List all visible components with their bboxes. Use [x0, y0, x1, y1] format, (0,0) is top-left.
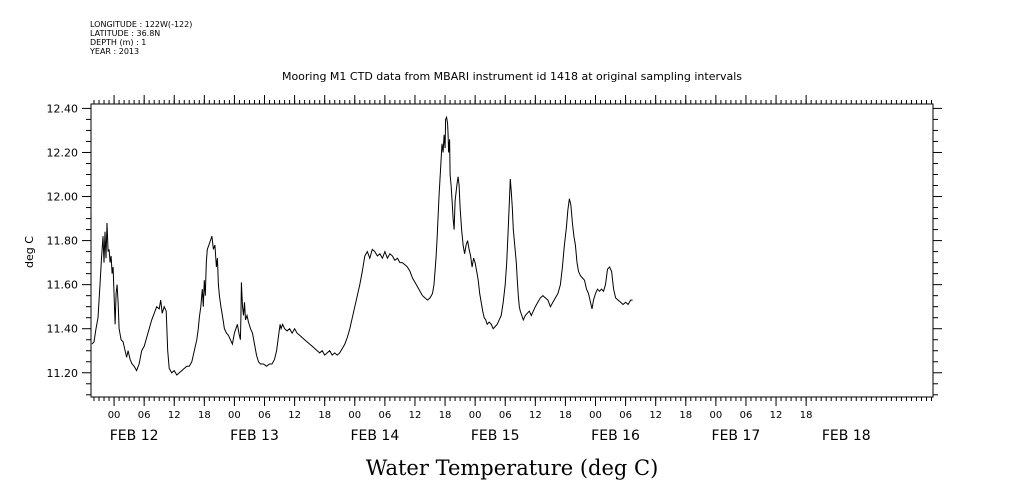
x-hour-label: 12 [770, 410, 783, 421]
x-axis: 00 06 12 18 00 06 12 18 00 06 12 18 00 06 12 18 00 06 12 18… [108, 95, 813, 421]
date-label: FEB 17 [712, 428, 761, 444]
x-hour-label: 12 [288, 410, 301, 421]
x-hour-label: 18 [439, 410, 452, 421]
x-hour-label: 06 [138, 410, 151, 421]
x-hour-label: 12 [529, 410, 542, 421]
date-label: FEB 15 [471, 428, 520, 444]
x-hour-label: 00 [348, 410, 361, 421]
x-hour-label: 12 [168, 410, 181, 421]
x-hour-label: 12 [409, 410, 422, 421]
y-axis: 11.20 11.40 11.60 11.80 12.00 12.20 12.40 [47, 102, 942, 396]
x-hour-label: 12 [649, 410, 662, 421]
y-tick-label: 12.40 [47, 102, 79, 115]
minor-ticks [93, 100, 933, 401]
plot-frame [90, 103, 934, 398]
x-hour-label: 18 [679, 410, 692, 421]
latitude-label: LATITUDE : 36.8N [90, 29, 161, 38]
date-label: FEB 14 [350, 428, 399, 444]
x-hour-label: 00 [469, 410, 482, 421]
depth-label: DEPTH (m) : 1 [90, 38, 147, 47]
x-hour-label: 06 [740, 410, 753, 421]
y-tick-label: 11.60 [47, 279, 79, 292]
x-hour-label: 06 [258, 410, 271, 421]
date-label: FEB 16 [591, 428, 640, 444]
date-label: FEB 13 [230, 428, 279, 444]
y-tick-label: 12.00 [47, 191, 79, 204]
y-tick-label: 11.20 [47, 367, 79, 380]
x-hour-label: 18 [800, 410, 813, 421]
date-label: FEB 18 [822, 428, 871, 444]
x-hour-label: 00 [589, 410, 602, 421]
x-hour-label: 00 [710, 410, 723, 421]
x-hour-label: 18 [198, 410, 211, 421]
year-label: YEAR : 2013 [90, 47, 140, 56]
x-hour-label: 00 [228, 410, 241, 421]
chart-title: Mooring M1 CTD data from MBARI instrumen… [282, 70, 742, 83]
date-labels: FEB 12 FEB 13 FEB 14 FEB 15 FEB 16 FEB 17 FEB … [110, 428, 871, 444]
x-hour-label: 06 [499, 410, 512, 421]
x-hour-label: 18 [559, 410, 572, 421]
x-hour-label: 06 [379, 410, 392, 421]
y-tick-label: 12.20 [47, 146, 79, 159]
x-hour-label: 00 [108, 410, 121, 421]
x-hour-label: 18 [318, 410, 331, 421]
y-tick-label: 11.80 [47, 235, 79, 248]
location-metadata: LONGITUDE : 122W(-122) LATITUDE : 36.8N … [90, 20, 192, 56]
date-label: FEB 12 [110, 428, 159, 444]
longitude-label: LONGITUDE : 122W(-122) [90, 20, 193, 29]
y-axis-label: deg C [23, 236, 36, 268]
y-tick-label: 11.40 [47, 323, 79, 336]
temperature-series-line [91, 115, 633, 376]
x-hour-label: 06 [619, 410, 632, 421]
x-axis-title: Water Temperature (deg C) [366, 456, 659, 480]
